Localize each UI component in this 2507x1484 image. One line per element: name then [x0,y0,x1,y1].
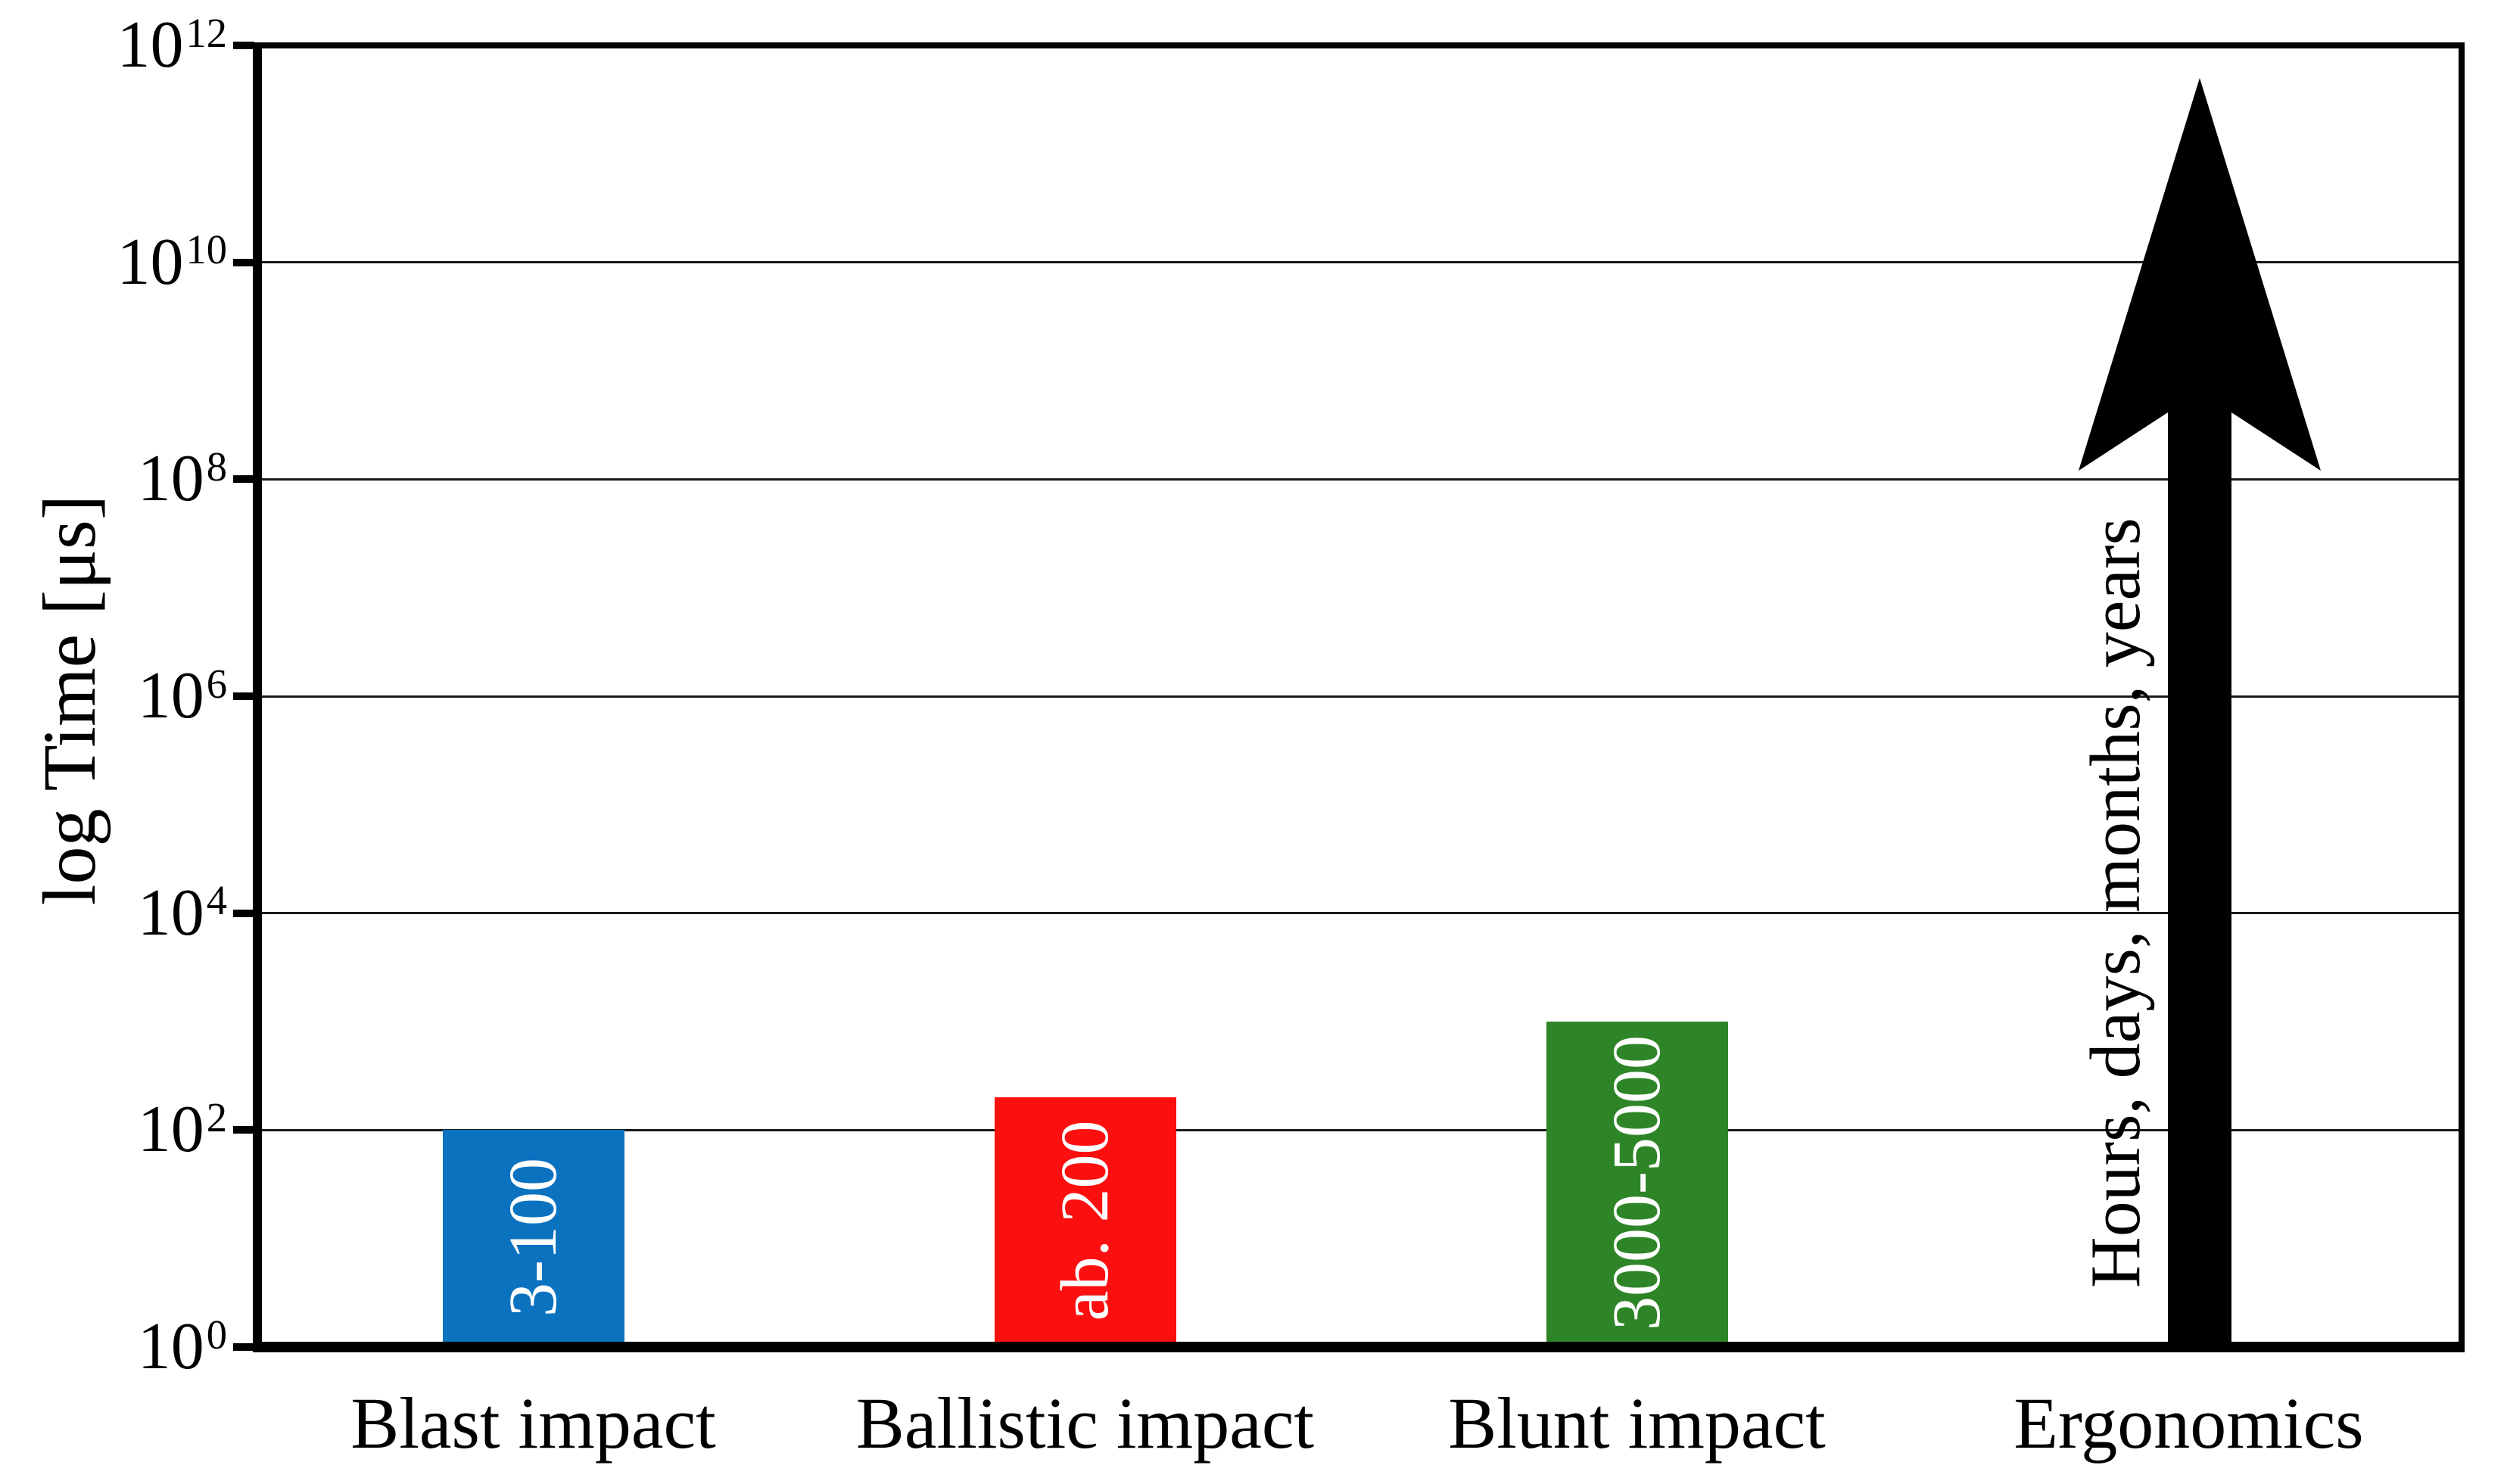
y-tick-exponent: 8 [206,443,227,490]
y-tick-label: 102 [138,1097,227,1163]
y-tick-mark [233,475,254,484]
y-tick-exponent: 6 [206,660,227,707]
y-tick-base: 10 [137,659,204,733]
y-tick-mark [233,692,254,700]
y-tick-exponent: 0 [206,1311,227,1358]
y-tick-exponent: 10 [185,226,227,273]
x-category-label-ergonomics: Ergonomics [2013,1383,2364,1464]
gridline [262,261,2459,264]
y-tick-mark [233,42,254,49]
y-tick-label: 100 [138,1314,227,1380]
x-category-label-blast-impact: Blast impact [350,1383,716,1464]
y-tick-base: 10 [137,1310,204,1383]
y-tick-mark [233,1343,254,1351]
y-tick-exponent: 2 [206,1094,227,1141]
bar-ballistic-impact: ab. 200 [994,1097,1176,1344]
bar-blast-impact: 3-100 [442,1130,624,1344]
y-tick-label: 108 [138,446,227,512]
y-tick-exponent: 4 [206,877,227,924]
gridline [262,912,2459,915]
x-category-label-ballistic-impact: Ballistic impact [855,1383,1315,1464]
y-tick-exponent: 12 [185,9,227,56]
y-tick-base: 10 [137,442,204,516]
y-tick-base: 10 [137,1093,204,1167]
x-category-label-blunt-impact: Blunt impact [1448,1383,1826,1464]
y-tick-label: 1010 [117,229,227,296]
gridline [262,695,2459,698]
y-tick-mark [233,1126,254,1134]
y-tick-base: 10 [117,225,184,299]
y-tick-label: 106 [138,663,227,730]
y-tick-base: 10 [117,8,184,82]
y-tick-label: 1012 [117,12,227,79]
y-tick-mark [233,258,254,266]
gridline [262,478,2459,481]
up-arrow-icon [2079,78,2321,1344]
y-tick-mark [233,909,254,917]
gridline [262,1128,2459,1131]
y-tick-label: 104 [138,877,227,947]
y-tick-base: 10 [137,876,204,950]
bar-blunt-impact: 3000-5000 [1546,1022,1728,1344]
arrow-annotation-label: Hours, days, months, years [2076,517,2155,1289]
